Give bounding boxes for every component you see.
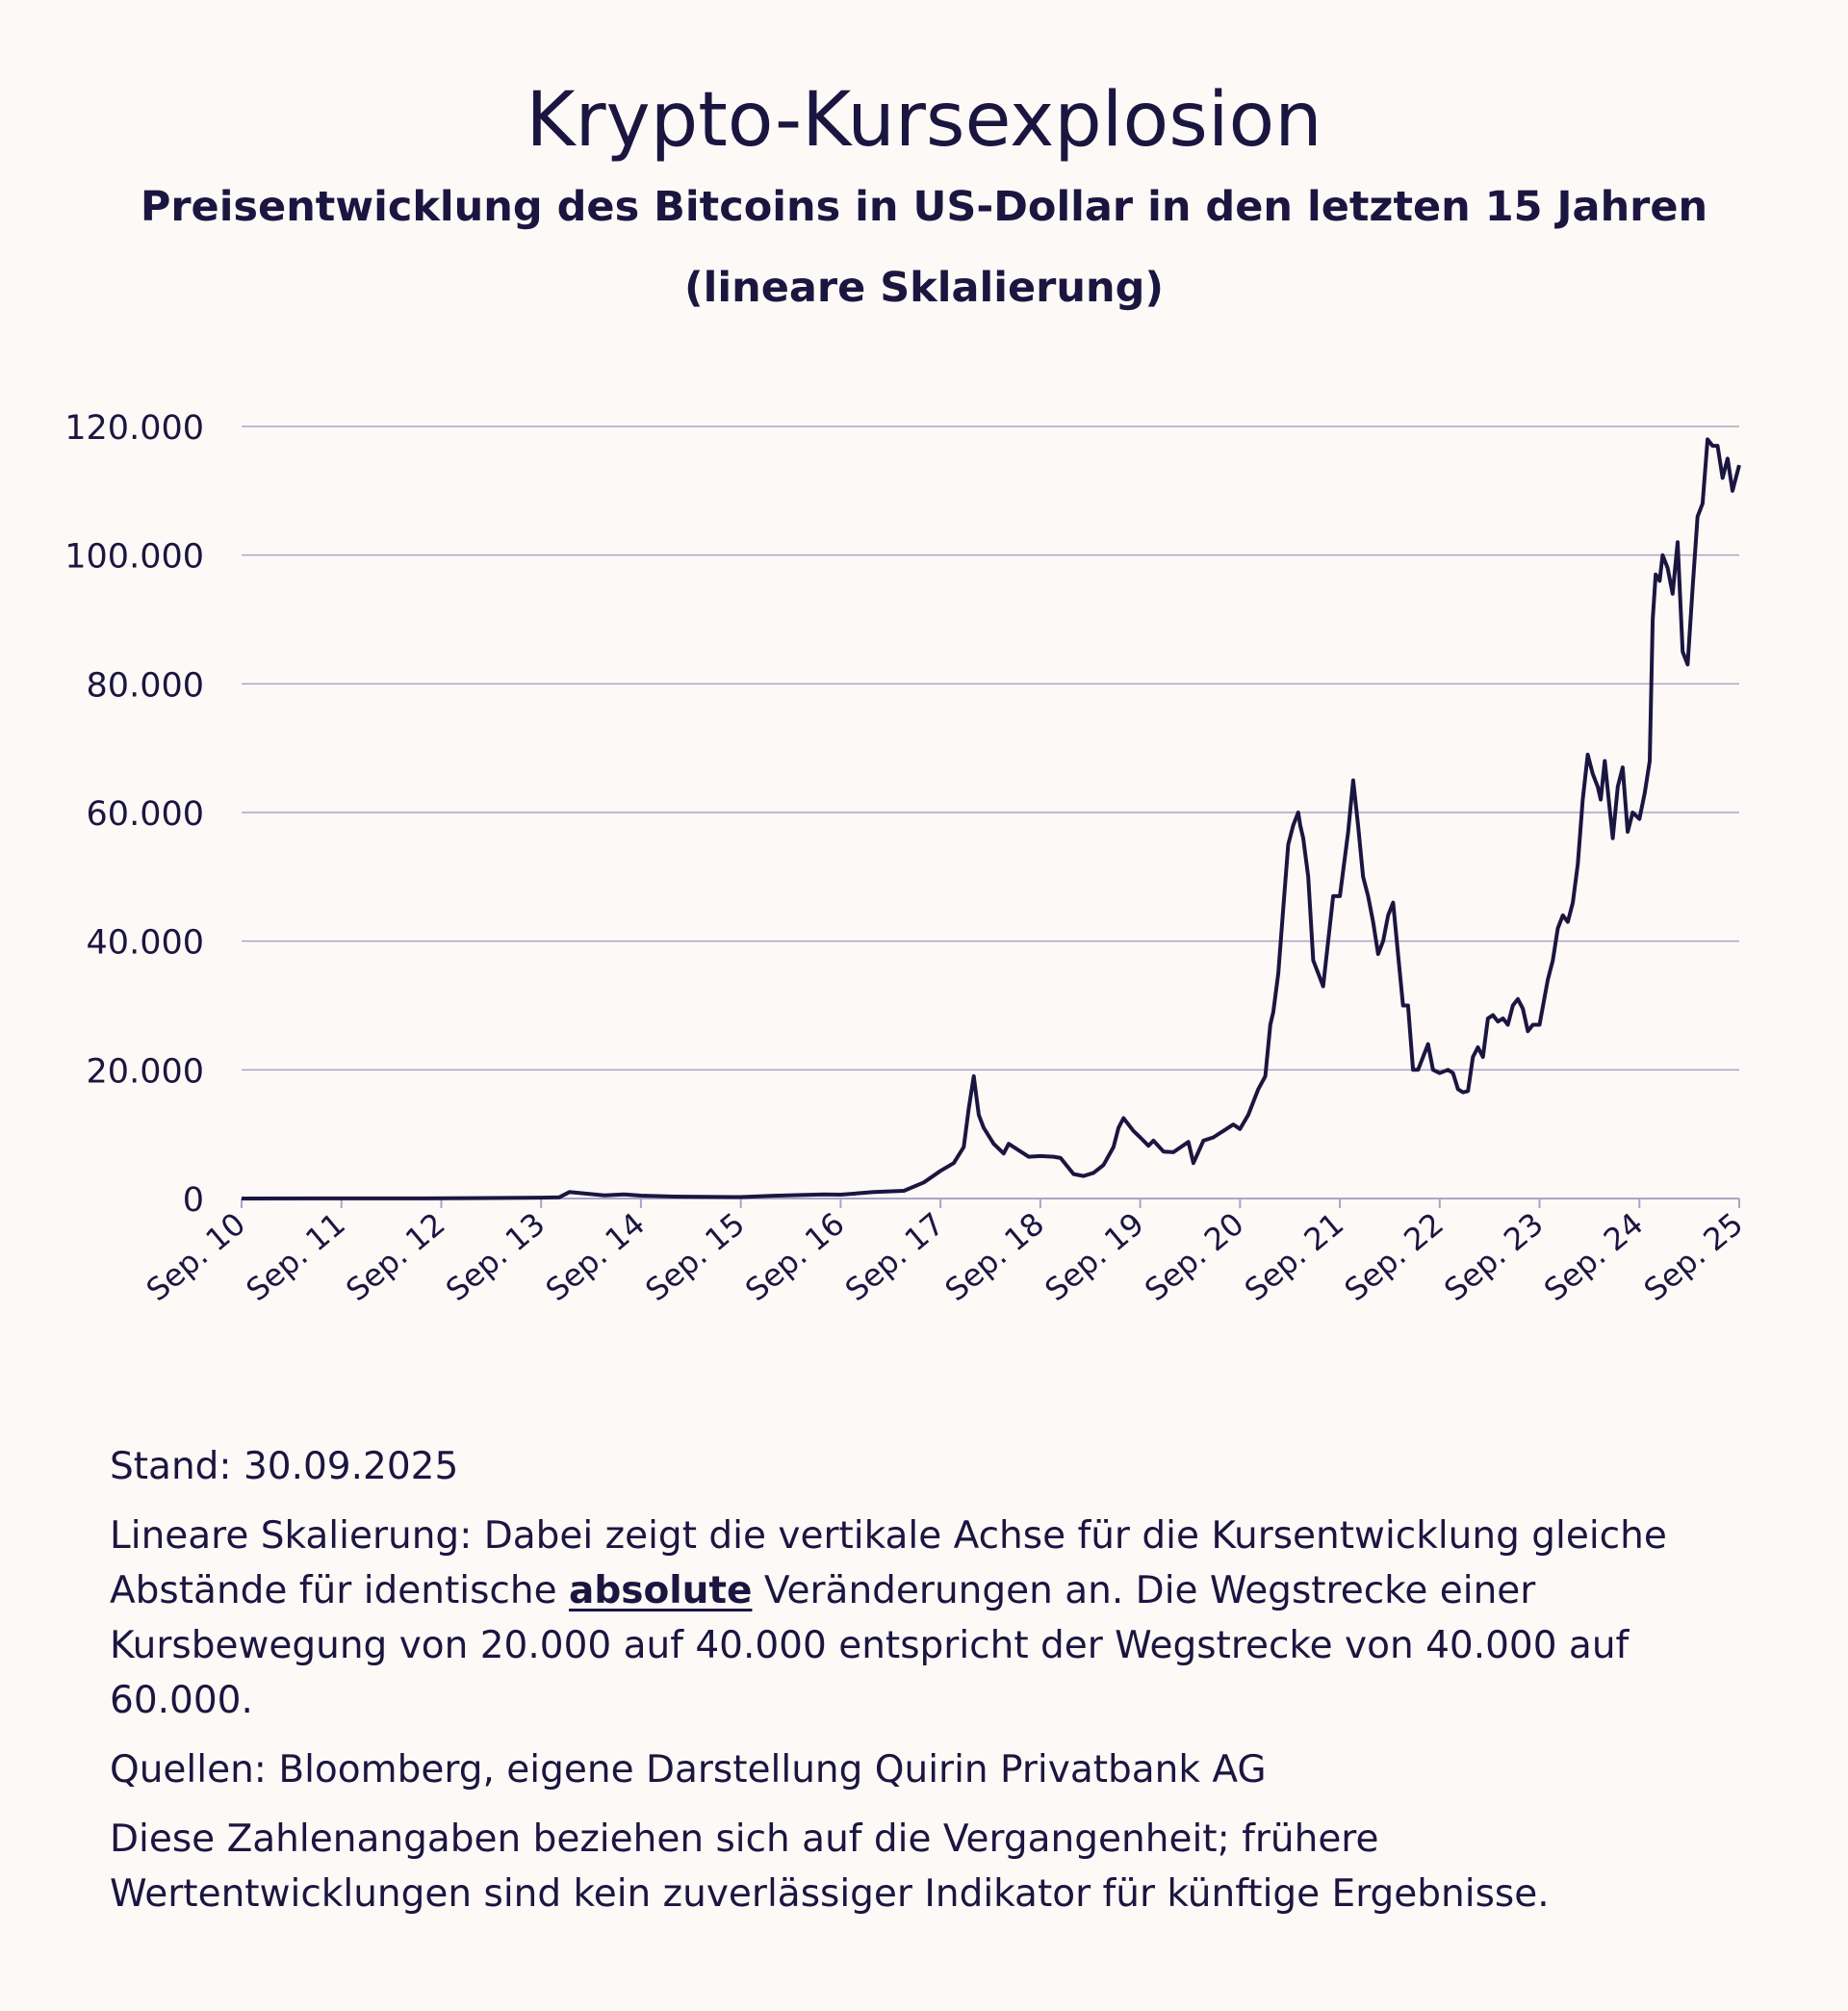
scale-description-start: Lineare Skalierung: Dabei zeigt die vert…	[110, 1514, 1667, 1612]
y-tick-label: 40.000	[87, 924, 204, 963]
x-tick-label: Sep. 25	[1637, 1205, 1750, 1308]
y-tick-label: 60.000	[87, 795, 204, 834]
x-tick-label: Sep. 23	[1437, 1205, 1550, 1308]
scale-description-end: Veränderungen an. Die Wegstrecke einer K…	[110, 1569, 1630, 1722]
y-tick-label: 20.000	[87, 1052, 204, 1091]
y-tick-label: 80.000	[87, 666, 204, 705]
x-tick-label: Sep. 13	[439, 1205, 552, 1308]
x-tick-label: Sep. 24	[1537, 1205, 1650, 1308]
chart-subtitle-scale: (lineare Sklalierung)	[683, 264, 1165, 312]
x-tick-label: Sep. 19	[1038, 1205, 1150, 1308]
bitcoin-price-line-chart: 0 20.000 40.000 60.000 80.000 100.000 120.000 S…	[64, 409, 1750, 1308]
x-tick-label: Sep. 22	[1338, 1205, 1450, 1308]
x-tick-label: Sep. 10	[140, 1205, 252, 1308]
x-tick-label: Sep. 20	[1138, 1205, 1250, 1308]
scale-description-emphasis: absolute	[569, 1569, 753, 1612]
x-tick-label: Sep. 18	[938, 1205, 1051, 1308]
y-tick-label: 100.000	[64, 538, 204, 577]
sources-note: Quellen: Bloomberg, eigene Darstellung Q…	[110, 1748, 1267, 1792]
as-of-date: Stand: 30.09.2025	[110, 1445, 459, 1488]
x-tick-label: Sep. 11	[239, 1205, 351, 1308]
chart-subtitle: Preisentwicklung des Bitcoins in US-Doll…	[140, 183, 1708, 231]
disclaimer-note: Diese Zahlenangaben beziehen sich auf di…	[110, 1818, 1550, 1916]
x-tick-label: Sep. 14	[539, 1205, 652, 1308]
x-tick-label: Sep. 12	[339, 1205, 451, 1308]
scale-description: Lineare Skalierung: Dabei zeigt die vert…	[110, 1508, 1746, 1728]
x-tick-label: Sep. 16	[738, 1205, 851, 1308]
y-tick-label: 120.000	[64, 409, 204, 448]
chart-title: Krypto-Kursexplosion	[526, 77, 1322, 164]
x-tick-label: Sep. 21	[1238, 1205, 1350, 1308]
footer-notes: Stand: 30.09.2025 Lineare Skalierung: Da…	[110, 1439, 1746, 1936]
y-tick-label: 0	[183, 1181, 204, 1220]
x-tick-label: Sep. 17	[838, 1205, 951, 1308]
x-tick-label: Sep. 15	[638, 1205, 751, 1308]
price-series-line	[241, 437, 1741, 1200]
